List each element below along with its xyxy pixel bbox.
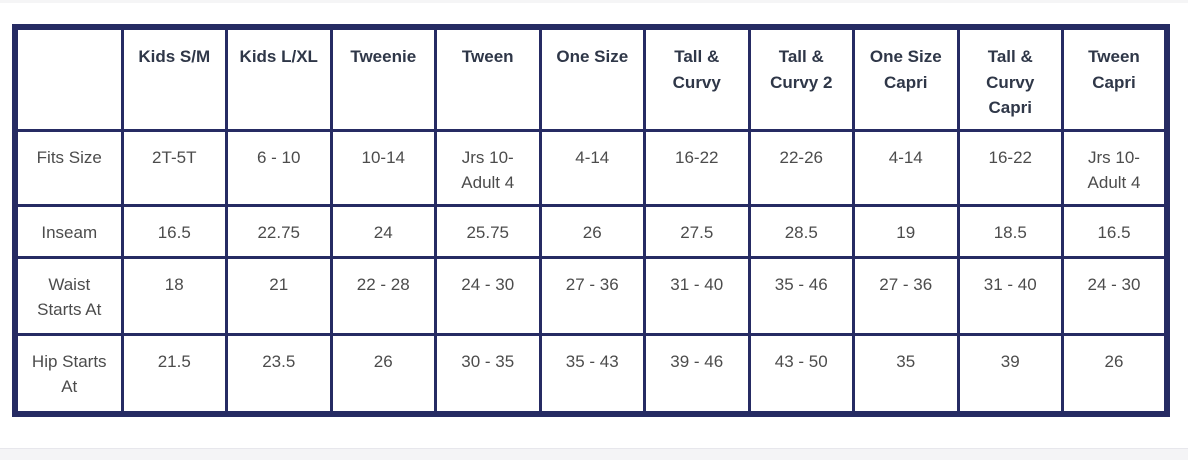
size-cell: 24 bbox=[329, 203, 437, 259]
size-cell: 23.5 bbox=[225, 332, 333, 416]
col-header-tween: Tween bbox=[434, 25, 542, 132]
size-cell: 35 - 46 bbox=[747, 255, 855, 336]
size-cell: 27 - 36 bbox=[538, 255, 646, 336]
size-cell: 25.75 bbox=[434, 203, 542, 259]
size-cell: 21 bbox=[225, 255, 333, 336]
size-cell: 4-14 bbox=[538, 128, 646, 207]
size-cell: 39 - 46 bbox=[643, 332, 751, 416]
size-cell: 24 - 30 bbox=[434, 255, 542, 336]
size-cell: 31 - 40 bbox=[956, 255, 1064, 336]
size-cell: 22.75 bbox=[225, 203, 333, 259]
size-cell: 24 - 30 bbox=[1061, 255, 1169, 336]
size-cell: 35 - 43 bbox=[538, 332, 646, 416]
row-label-inseam: Inseam bbox=[13, 203, 124, 259]
corner-cell bbox=[13, 25, 124, 132]
col-header-one-size: One Size bbox=[538, 25, 646, 132]
size-cell: 16.5 bbox=[1061, 203, 1169, 259]
table-row-inseam: Inseam 16.5 22.75 24 25.75 26 27.5 28.5 … bbox=[13, 203, 1169, 259]
col-header-tall-curvy-2: Tall & Curvy 2 bbox=[747, 25, 855, 132]
size-cell: 35 bbox=[852, 332, 960, 416]
table-row-hip-starts-at: Hip Starts At 21.5 23.5 26 30 - 35 35 - … bbox=[13, 332, 1169, 416]
size-cell: 16.5 bbox=[120, 203, 228, 259]
size-cell: 30 - 35 bbox=[434, 332, 542, 416]
size-cell: 26 bbox=[329, 332, 437, 416]
size-cell: 39 bbox=[956, 332, 1064, 416]
size-cell: 4-14 bbox=[852, 128, 960, 207]
table-row-waist-starts-at: Waist Starts At 18 21 22 - 28 24 - 30 27… bbox=[13, 255, 1169, 336]
col-header-tall-curvy: Tall & Curvy bbox=[643, 25, 751, 132]
size-cell: 18 bbox=[120, 255, 228, 336]
size-cell: 27.5 bbox=[643, 203, 751, 259]
size-cell: 27 - 36 bbox=[852, 255, 960, 336]
size-cell: 19 bbox=[852, 203, 960, 259]
col-header-tweenie: Tweenie bbox=[329, 25, 437, 132]
col-header-tween-capri: Tween Capri bbox=[1061, 25, 1169, 132]
col-header-kids-sm: Kids S/M bbox=[120, 25, 228, 132]
size-cell: 26 bbox=[1061, 332, 1169, 416]
size-cell: 28.5 bbox=[747, 203, 855, 259]
size-cell: 2T-5T bbox=[120, 128, 228, 207]
size-cell: 18.5 bbox=[956, 203, 1064, 259]
header-row: Kids S/M Kids L/XL Tweenie Tween One Siz… bbox=[13, 25, 1169, 132]
size-cell: 43 - 50 bbox=[747, 332, 855, 416]
size-cell: Jrs 10-Adult 4 bbox=[1061, 128, 1169, 207]
col-header-tall-curvy-capri: Tall & Curvy Capri bbox=[956, 25, 1064, 132]
size-cell: 26 bbox=[538, 203, 646, 259]
size-cell: 21.5 bbox=[120, 332, 228, 416]
size-cell: Jrs 10-Adult 4 bbox=[434, 128, 542, 207]
size-cell: 31 - 40 bbox=[643, 255, 751, 336]
size-cell: 6 - 10 bbox=[225, 128, 333, 207]
size-cell: 22-26 bbox=[747, 128, 855, 207]
col-header-one-size-capri: One Size Capri bbox=[852, 25, 960, 132]
size-cell: 16-22 bbox=[643, 128, 751, 207]
table-row-fits-size: Fits Size 2T-5T 6 - 10 10-14 Jrs 10-Adul… bbox=[13, 128, 1169, 207]
col-header-kids-lxl: Kids L/XL bbox=[225, 25, 333, 132]
size-cell: 22 - 28 bbox=[329, 255, 437, 336]
row-label-hip-starts-at: Hip Starts At bbox=[13, 332, 124, 416]
size-chart-table: Kids S/M Kids L/XL Tweenie Tween One Siz… bbox=[12, 24, 1170, 417]
page-top-strip bbox=[0, 0, 1188, 3]
size-cell: 10-14 bbox=[329, 128, 437, 207]
page-bottom-strip bbox=[0, 448, 1188, 460]
row-label-waist-starts-at: Waist Starts At bbox=[13, 255, 124, 336]
size-cell: 16-22 bbox=[956, 128, 1064, 207]
row-label-fits-size: Fits Size bbox=[13, 128, 124, 207]
